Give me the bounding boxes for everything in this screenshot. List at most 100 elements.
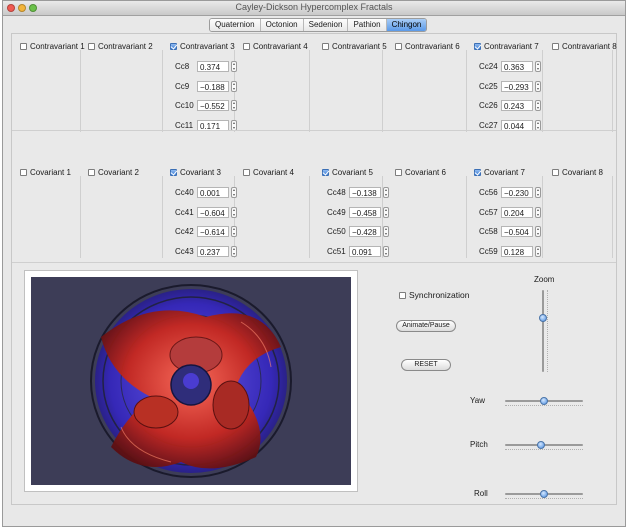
spinner-arrows-icon[interactable]	[383, 245, 389, 257]
contravariant-8-checkbox[interactable]: Contravariant 8	[552, 42, 617, 51]
zoom-label: Zoom	[534, 275, 555, 284]
spinner-arrows-icon[interactable]	[231, 245, 237, 257]
spinner-arrows-icon[interactable]	[231, 226, 237, 237]
param-label: Cc11	[175, 120, 194, 130]
yaw-slider-knob[interactable]	[540, 397, 548, 405]
param-value-field[interactable]: −0.188	[197, 80, 229, 92]
spinner-arrows-icon[interactable]	[383, 187, 389, 198]
spinner-arrows-icon[interactable]	[535, 61, 541, 72]
param-value-field[interactable]: 0.374	[197, 61, 229, 72]
param-value-field[interactable]: 0.363	[501, 61, 533, 72]
covariant-2-checkbox[interactable]: Covariant 2	[88, 168, 139, 177]
spinner-arrows-icon[interactable]	[535, 226, 541, 237]
fractal-canvas[interactable]	[31, 277, 351, 485]
spinner-arrows-icon[interactable]	[535, 245, 541, 257]
spinner-arrows-icon[interactable]	[231, 119, 237, 131]
contravariant-3-checkbox[interactable]: Contravariant 3	[170, 42, 235, 51]
covariant-6-checkbox[interactable]: Covariant 6	[395, 168, 446, 177]
pitch-slider[interactable]	[505, 440, 583, 450]
param-value-field[interactable]: −0.138	[349, 187, 381, 198]
spinner-arrows-icon[interactable]	[535, 119, 541, 131]
covariant-6-checkbox-box[interactable]	[395, 169, 402, 176]
param-value-field[interactable]: −0.428	[349, 226, 381, 237]
tab-quaternion[interactable]: Quaternion	[210, 19, 261, 31]
spinner-arrows-icon[interactable]	[231, 187, 237, 198]
spinner-arrows-icon[interactable]	[231, 206, 237, 218]
tab-sedenion[interactable]: Sedenion	[303, 19, 349, 31]
contravariant-1-checkbox[interactable]: Contravariant 1	[20, 42, 85, 51]
param-cc59: Cc59 0.128	[479, 245, 541, 257]
contravariant-6-checkbox[interactable]: Contravariant 6	[395, 42, 460, 51]
animate-pause-button[interactable]: Animate/Pause	[396, 320, 456, 332]
spinner-arrows-icon[interactable]	[535, 206, 541, 218]
covariant-3-checkbox-box[interactable]	[170, 169, 177, 176]
contravariant-7-checkbox[interactable]: Contravariant 7	[474, 42, 539, 51]
tab-pathion[interactable]: Pathion	[348, 19, 387, 31]
param-value-field[interactable]: −0.614	[197, 226, 229, 237]
param-value-field[interactable]: −0.293	[501, 80, 533, 92]
synchronization-checkbox-box[interactable]	[399, 291, 406, 299]
param-value-field[interactable]: 0.091	[349, 245, 381, 257]
covariant-7-checkbox-box[interactable]	[474, 169, 481, 176]
covariant-1-checkbox-box[interactable]	[20, 169, 27, 176]
param-value-field[interactable]: −0.552	[197, 100, 229, 111]
tab-octonion[interactable]: Octonion	[260, 19, 304, 31]
covariant-5-checkbox[interactable]: Covariant 5	[322, 168, 373, 177]
pitch-slider-knob[interactable]	[536, 441, 545, 449]
contravariant-4-checkbox[interactable]: Contravariant 4	[243, 42, 308, 51]
contravariant-1-checkbox-box[interactable]	[20, 43, 27, 50]
roll-slider-knob[interactable]	[540, 490, 548, 498]
contravariant-8-checkbox-box[interactable]	[552, 43, 559, 50]
synchronization-checkbox[interactable]: Synchronization	[399, 290, 469, 300]
contravariant-2-checkbox-box[interactable]	[88, 43, 95, 50]
covariant-1-checkbox[interactable]: Covariant 1	[20, 168, 71, 177]
spinner-arrows-icon[interactable]	[535, 187, 541, 198]
covariant-3-checkbox[interactable]: Covariant 3	[170, 168, 221, 177]
covariant-8-checkbox[interactable]: Covariant 8	[552, 168, 603, 177]
covariant-8-checkbox-box[interactable]	[552, 169, 559, 176]
param-value-field[interactable]: −0.458	[349, 206, 381, 218]
yaw-slider[interactable]	[505, 396, 583, 406]
param-value-field[interactable]: −0.604	[197, 206, 229, 218]
contravariant-5-checkbox-box[interactable]	[322, 43, 329, 50]
spinner-arrows-icon[interactable]	[231, 100, 237, 111]
covariant-2-checkbox-box[interactable]	[88, 169, 95, 176]
roll-slider[interactable]	[505, 489, 583, 499]
param-value-field[interactable]: 0.044	[501, 119, 533, 131]
zoom-window-icon[interactable]	[29, 4, 37, 12]
zoom-slider[interactable]	[538, 290, 548, 372]
param-value-field[interactable]: 0.171	[197, 119, 229, 131]
covariant-7-checkbox[interactable]: Covariant 7	[474, 168, 525, 177]
contravariant-7-checkbox-box[interactable]	[474, 43, 481, 50]
zoom-slider-knob[interactable]	[539, 314, 547, 323]
contravariant-5-checkbox[interactable]: Contravariant 5	[322, 42, 387, 51]
spinner-arrows-icon[interactable]	[535, 100, 541, 111]
spinner-arrows-icon[interactable]	[383, 226, 389, 237]
covariant-5-checkbox-box[interactable]	[322, 169, 329, 176]
param-value-field[interactable]: 0.204	[501, 206, 533, 218]
contravariant-2-checkbox[interactable]: Contravariant 2	[88, 42, 153, 51]
param-label: Cc41	[175, 207, 194, 217]
contravariant-6-label: Contravariant 6	[405, 42, 460, 51]
contravariant-4-checkbox-box[interactable]	[243, 43, 250, 50]
minimize-window-icon[interactable]	[18, 4, 26, 12]
param-value-field[interactable]: 0.243	[501, 100, 533, 111]
reset-button[interactable]: RESET	[401, 359, 451, 371]
contravariant-6-checkbox-box[interactable]	[395, 43, 402, 50]
column-divider	[382, 176, 383, 258]
param-value-field[interactable]: 0.237	[197, 245, 229, 257]
contravariant-3-checkbox-box[interactable]	[170, 43, 177, 50]
spinner-arrows-icon[interactable]	[383, 206, 389, 218]
spinner-arrows-icon[interactable]	[231, 61, 237, 72]
close-window-icon[interactable]	[7, 4, 15, 12]
param-value-field[interactable]: −0.504	[501, 226, 533, 237]
spinner-arrows-icon[interactable]	[231, 80, 237, 92]
covariant-4-checkbox-box[interactable]	[243, 169, 250, 176]
spinner-arrows-icon[interactable]	[535, 80, 541, 92]
param-value-field[interactable]: 0.001	[197, 187, 229, 198]
tab-chingon[interactable]: Chingon	[386, 19, 427, 31]
param-value-field[interactable]: −0.230	[501, 187, 533, 198]
window-title: Cayley-Dickson Hypercomplex Fractals	[235, 2, 393, 12]
param-value-field[interactable]: 0.128	[501, 245, 533, 257]
covariant-4-checkbox[interactable]: Covariant 4	[243, 168, 294, 177]
